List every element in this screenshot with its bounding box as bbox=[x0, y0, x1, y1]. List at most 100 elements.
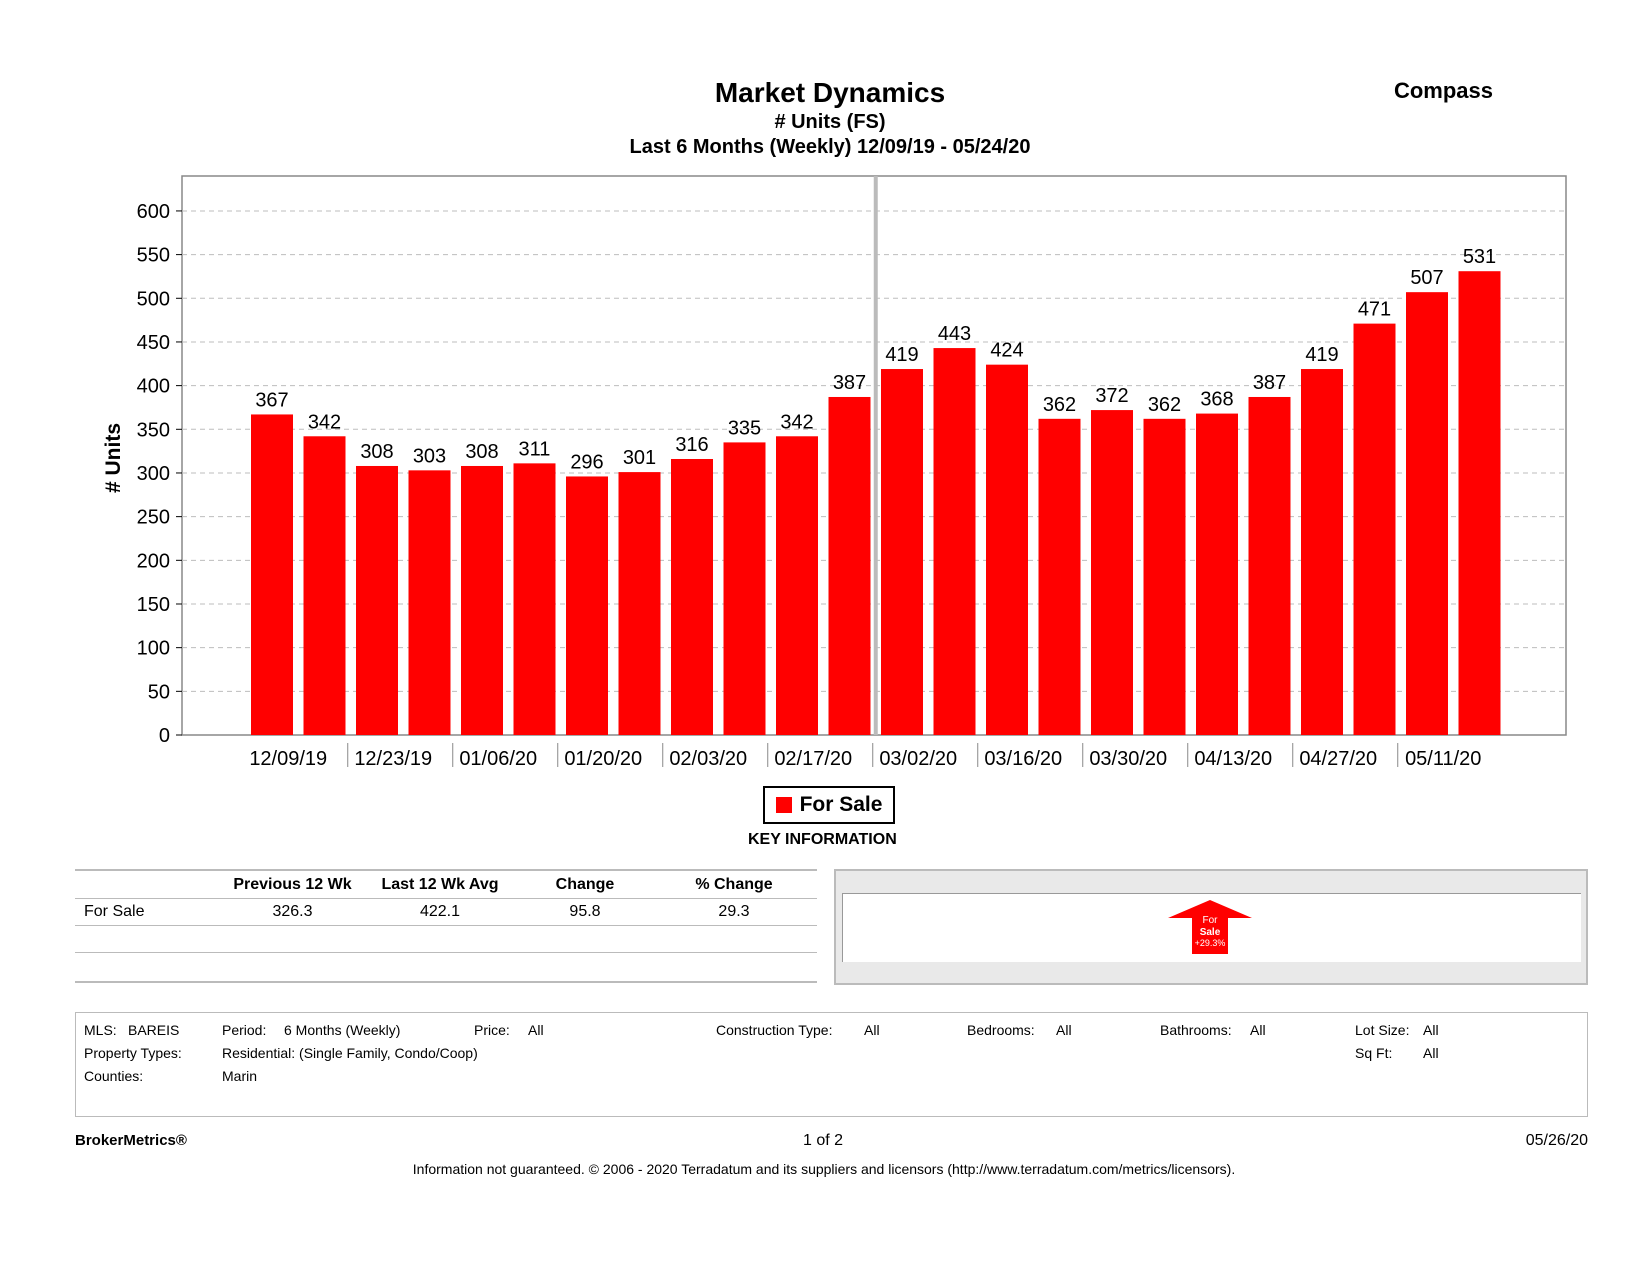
disclaimer-text: Information not guaranteed. © 2006 - 202… bbox=[412, 1161, 1236, 1177]
change-indicator-area: For Sale +29.3% bbox=[842, 893, 1581, 962]
bar-data-label: 303 bbox=[413, 445, 446, 467]
arrow-label-line2: Sale bbox=[1200, 927, 1221, 938]
y-tick-label: 100 bbox=[137, 638, 170, 660]
stats-previous-value: 326.3 bbox=[272, 903, 313, 920]
bar-data-label: 308 bbox=[360, 441, 393, 463]
bar bbox=[828, 396, 871, 735]
y-tick-label: 400 bbox=[137, 376, 170, 398]
stats-header-change: Change bbox=[555, 876, 615, 893]
search-criteria-box: MLS: BAREIS Period: 6 Months (Weekly) Pr… bbox=[75, 1012, 1588, 1117]
chart-title: Market Dynamics bbox=[714, 77, 946, 108]
mls-label: MLS: bbox=[84, 1022, 117, 1038]
up-arrow-shape bbox=[1168, 900, 1252, 954]
bar-data-label: 368 bbox=[1200, 389, 1233, 411]
bar bbox=[671, 458, 713, 735]
bar-data-label: 362 bbox=[1043, 394, 1076, 416]
stats-table: Previous 12 Wk Last 12 Wk Avg Change % C… bbox=[75, 872, 817, 953]
period-value: 6 Months (Weekly) bbox=[284, 1022, 401, 1038]
bar-data-label: 342 bbox=[308, 411, 341, 433]
bar-data-label: 387 bbox=[1253, 372, 1286, 394]
property-types-label: Property Types: bbox=[84, 1045, 182, 1061]
bar-data-label: 531 bbox=[1463, 246, 1496, 268]
bar-data-label: 419 bbox=[1305, 344, 1338, 366]
table-row: For Sale 326.3 422.1 95.8 29.3 bbox=[75, 899, 817, 926]
bar-data-label: 308 bbox=[465, 441, 498, 463]
x-tick-label: 01/06/20 bbox=[459, 748, 537, 770]
page-number: 1 of 2 bbox=[803, 1132, 844, 1149]
x-tick-label: 03/16/20 bbox=[984, 748, 1062, 770]
construction-type-label: Construction Type: bbox=[716, 1022, 833, 1038]
y-axis-label: # Units bbox=[102, 423, 125, 493]
bar bbox=[1143, 418, 1186, 735]
bar bbox=[1091, 410, 1133, 735]
stats-pct-change-value: 29.3 bbox=[718, 903, 750, 920]
bedrooms-value: All bbox=[1056, 1022, 1072, 1038]
bar-data-label: 362 bbox=[1148, 394, 1181, 416]
price-value: All bbox=[528, 1022, 544, 1038]
bar-data-label: 335 bbox=[728, 417, 761, 439]
stats-bottom-divider bbox=[75, 981, 817, 983]
key-information-heading: KEY INFORMATION bbox=[748, 831, 897, 848]
x-tick-label: 12/23/19 bbox=[354, 748, 432, 770]
bar-data-label: 443 bbox=[938, 323, 971, 345]
bar bbox=[461, 465, 503, 735]
bar-data-label: 372 bbox=[1095, 385, 1128, 407]
bar-data-label: 301 bbox=[623, 447, 656, 469]
brand-name: Compass bbox=[1393, 78, 1493, 103]
x-tick-label: 12/09/19 bbox=[249, 748, 327, 770]
x-tick-label: 03/30/20 bbox=[1089, 748, 1167, 770]
construction-type-value: All bbox=[864, 1022, 880, 1038]
bar-data-label: 387 bbox=[833, 372, 866, 394]
bar bbox=[1196, 413, 1238, 735]
bar bbox=[618, 472, 661, 735]
bar-data-label: 471 bbox=[1358, 299, 1391, 321]
bar bbox=[933, 348, 976, 735]
lot-size-label: Lot Size: bbox=[1355, 1022, 1410, 1038]
bar-data-label: 424 bbox=[990, 340, 1023, 362]
y-tick-label: 50 bbox=[148, 681, 170, 703]
chart-title-block: Market Dynamics # Units (FS) Last 6 Mont… bbox=[0, 76, 1648, 160]
legend-label: For Sale bbox=[799, 793, 883, 816]
bar bbox=[776, 436, 818, 735]
stats-header-pct-change: % Change bbox=[695, 876, 773, 893]
bathrooms-label: Bathrooms: bbox=[1160, 1022, 1232, 1038]
price-label: Price: bbox=[474, 1022, 510, 1038]
chart-subtitle: # Units (FS) bbox=[774, 111, 886, 133]
up-arrow-icon: For Sale +29.3% bbox=[1168, 900, 1252, 954]
y-tick-label: 350 bbox=[137, 419, 170, 441]
bar bbox=[986, 364, 1028, 735]
y-tick-label: 200 bbox=[137, 550, 170, 572]
x-tick-label: 01/20/20 bbox=[564, 748, 642, 770]
x-tick-label: 05/11/20 bbox=[1405, 748, 1481, 770]
bathrooms-value: All bbox=[1250, 1022, 1266, 1038]
y-tick-label: 600 bbox=[137, 201, 170, 223]
bar bbox=[1248, 396, 1291, 735]
counties-value: Marin bbox=[222, 1068, 258, 1084]
bar-data-label: 342 bbox=[780, 411, 813, 433]
bar-data-label: 296 bbox=[570, 451, 603, 473]
arrow-label-line1: For bbox=[1203, 915, 1219, 926]
bar bbox=[1301, 369, 1343, 735]
bar bbox=[356, 465, 398, 735]
bar-data-label: 507 bbox=[1410, 267, 1443, 289]
legend-swatch bbox=[775, 797, 792, 813]
stats-header-last: Last 12 Wk Avg bbox=[381, 876, 499, 893]
table-row-empty bbox=[75, 926, 817, 953]
chart-period: Last 6 Months (Weekly) 12/09/19 - 05/24/… bbox=[629, 136, 1031, 158]
bar bbox=[1353, 323, 1396, 735]
stats-row-label: For Sale bbox=[84, 903, 145, 920]
x-tick-label: 03/02/20 bbox=[879, 748, 957, 770]
footer-brand: BrokerMetrics® bbox=[75, 1132, 187, 1149]
stats-change-value: 95.8 bbox=[569, 903, 601, 920]
bar bbox=[251, 414, 293, 735]
x-tick-label: 04/27/20 bbox=[1299, 748, 1377, 770]
bar-data-label: 311 bbox=[519, 438, 551, 460]
stats-last-value: 422.1 bbox=[419, 903, 461, 920]
x-tick-label: 02/17/20 bbox=[774, 748, 852, 770]
bar-data-label: 367 bbox=[255, 389, 288, 411]
sq-ft-label: Sq Ft: bbox=[1355, 1045, 1393, 1061]
arrow-label-line3: +29.3% bbox=[1195, 938, 1226, 948]
x-tick-label: 04/13/20 bbox=[1194, 748, 1272, 770]
stats-top-divider bbox=[75, 869, 817, 871]
change-indicator-panel: For Sale +29.3% bbox=[834, 869, 1588, 985]
